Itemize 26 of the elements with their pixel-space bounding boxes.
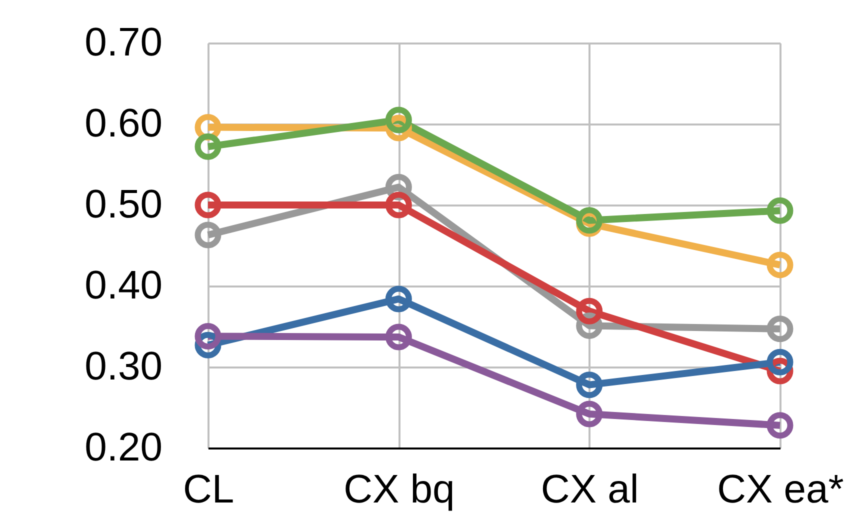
point	[385, 286, 412, 312]
y-tick-label: 0.20	[84, 426, 162, 470]
point	[766, 348, 794, 376]
point	[766, 412, 794, 439]
y-tick-label: 0.30	[84, 344, 162, 388]
y-tick-label: 0.60	[84, 102, 162, 146]
point	[385, 324, 412, 350]
point	[385, 192, 412, 218]
y-tick-label: 0.70	[84, 20, 162, 64]
point	[385, 106, 412, 134]
point	[576, 400, 603, 428]
y-tick-label: 0.40	[84, 264, 162, 308]
y-tick-label: 0.50	[84, 182, 162, 226]
point	[194, 133, 222, 160]
x-tick-label: CX al	[540, 468, 639, 512]
point	[766, 252, 794, 278]
point	[576, 298, 603, 324]
point	[766, 197, 794, 224]
point	[766, 316, 794, 342]
point	[194, 192, 222, 218]
x-tick-label: CX bq	[344, 468, 455, 512]
x-tick-label: CL	[182, 468, 234, 512]
point	[576, 372, 603, 398]
point	[194, 222, 222, 248]
x-tick-label: CX ea*	[717, 468, 844, 512]
point	[194, 322, 222, 350]
